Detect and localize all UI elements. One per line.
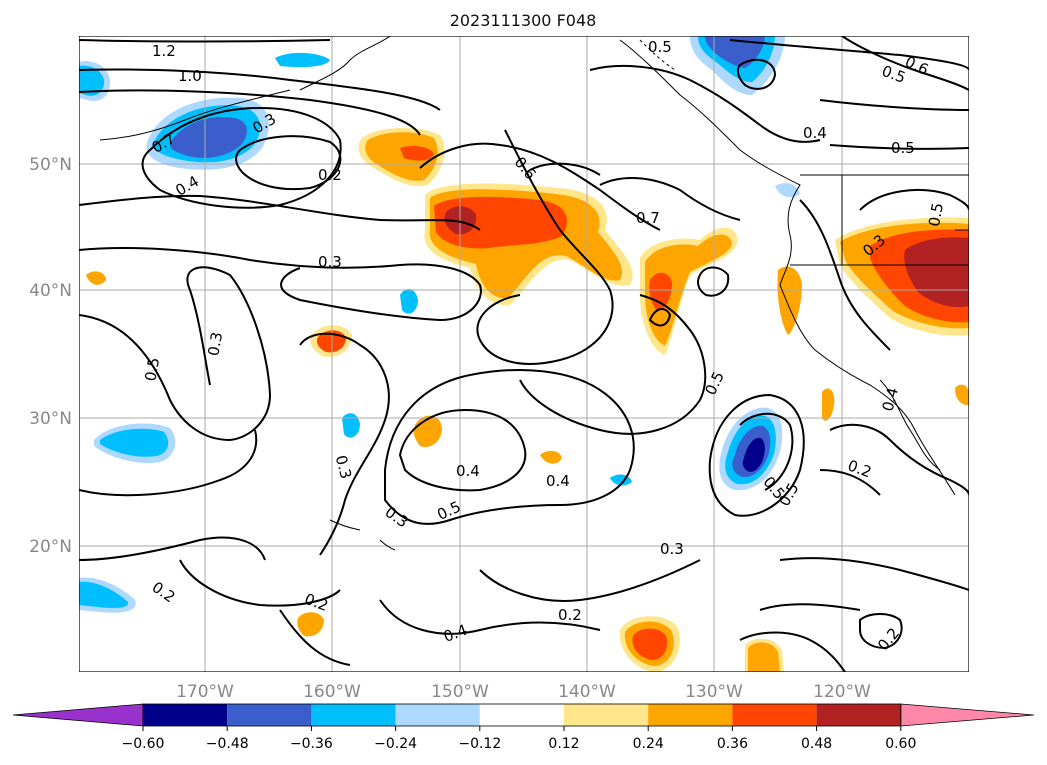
contour-label: 0.3 (332, 453, 356, 481)
lat-label-50n: 50°N (29, 155, 72, 175)
contour-label: 0.2 (318, 166, 342, 184)
colorbar-tick-label: −0.60 (122, 736, 165, 752)
negative-anomaly-west-1-core (79, 65, 105, 96)
positive-anomaly-spot-5 (822, 388, 835, 421)
contour-label: 1.2 (152, 42, 176, 60)
contour-label: 0.3 (318, 253, 342, 271)
negative-anomaly-small-2 (342, 413, 360, 438)
colorbar-tick-label: 0.36 (717, 736, 748, 752)
positive-anomaly-north-core (400, 146, 434, 161)
lat-label-40n: 40°N (29, 281, 72, 301)
colorbar-tick-label: 0.12 (548, 736, 579, 752)
contour-label: 0.4 (879, 386, 903, 414)
colorbar-extend-low (12, 703, 144, 727)
contour-label: 0.7 (636, 209, 660, 227)
negative-anomaly-nw-core (170, 116, 247, 158)
colorbar-tick-label: 0.24 (633, 736, 664, 752)
colorbar-tick-label: −0.12 (458, 736, 501, 752)
colorbar: −0.60 −0.48 −0.36 −0.24 −0.12 0.12 0.24 0.36 0.4… (12, 703, 1035, 752)
negative-anomaly-n (275, 52, 330, 68)
positive-anomaly-135w-mid (645, 234, 732, 346)
contour-lines (79, 36, 969, 672)
lon-label-140w: 140°W (558, 682, 616, 702)
negative-anomaly-small-1 (400, 288, 418, 314)
coastlines (99, 36, 969, 551)
contour-label: 0.3 (204, 331, 226, 358)
contour-label: 0.4 (546, 472, 570, 490)
colorbar-segment (311, 704, 396, 726)
colorbar-tick-label: −0.24 (374, 736, 417, 752)
colorbar-tick-label: 0.48 (801, 736, 832, 752)
positive-anomaly-north-mid (365, 132, 438, 181)
lon-label-150w: 150°W (431, 682, 489, 702)
colorbar-segment (227, 704, 312, 726)
map-area: 1.2 1.0 0.7 0.3 0.4 0.2 0.3 0.6 0.7 0.5 … (79, 36, 969, 672)
lon-label-130w: 130°W (685, 682, 743, 702)
latitude-labels: 50°N 40°N 30°N 20°N (29, 155, 72, 557)
contour-label: 0.4 (456, 462, 480, 480)
lon-label-170w: 170°W (176, 682, 234, 702)
colorbar-segment (395, 704, 480, 726)
lon-label-120w: 120°W (813, 682, 871, 702)
lat-label-20n: 20°N (29, 537, 72, 557)
positive-anomaly-coast-strip (777, 266, 802, 335)
contour-label: 0.5 (891, 139, 915, 157)
positive-anomaly-south-2-core (748, 642, 780, 672)
lat-label-30n: 30°N (29, 409, 72, 429)
contour-label: 0.5 (925, 201, 947, 228)
negative-anomaly-sw-core (79, 581, 129, 608)
colorbar-tick-label: −0.48 (206, 736, 249, 752)
contour-label: 0.5 (141, 356, 163, 383)
positive-anomaly-spot-4 (86, 271, 106, 285)
colorbar-extend-high (900, 703, 1035, 727)
positive-anomaly-spot-6 (955, 384, 969, 406)
colorbar-tick-label: −0.36 (290, 736, 333, 752)
contour-label: 0.2 (558, 606, 582, 624)
longitude-labels: 170°W 160°W 150°W 140°W 130°W 120°W (176, 682, 871, 702)
colorbar-segment (479, 704, 564, 726)
colorbar-outline (142, 703, 902, 727)
positive-anomaly-spot-3 (540, 450, 562, 464)
negative-anomaly-west-2-core (100, 428, 169, 457)
positive-anomaly-south-3 (297, 612, 324, 637)
colorbar-segment (564, 704, 649, 726)
contour-label: 0.5 (648, 38, 672, 56)
negative-anomaly-small-4 (775, 183, 800, 198)
positive-anomaly-south-1-core (632, 628, 668, 660)
colorbar-tick-label: 0.60 (885, 736, 916, 752)
colorbar-segment (648, 704, 733, 726)
map-title: 2023111300 F048 (450, 11, 597, 30)
colorbar-segment (732, 704, 817, 726)
colorbar-segment (143, 704, 228, 726)
colorbar-segment (816, 704, 901, 726)
contour-label: 0.4 (803, 124, 827, 142)
negative-anomaly-central-east-peak (742, 437, 765, 472)
contour-label: 1.0 (178, 67, 202, 85)
contour-label: 0.3 (660, 540, 684, 558)
lon-label-160w: 160°W (303, 682, 361, 702)
